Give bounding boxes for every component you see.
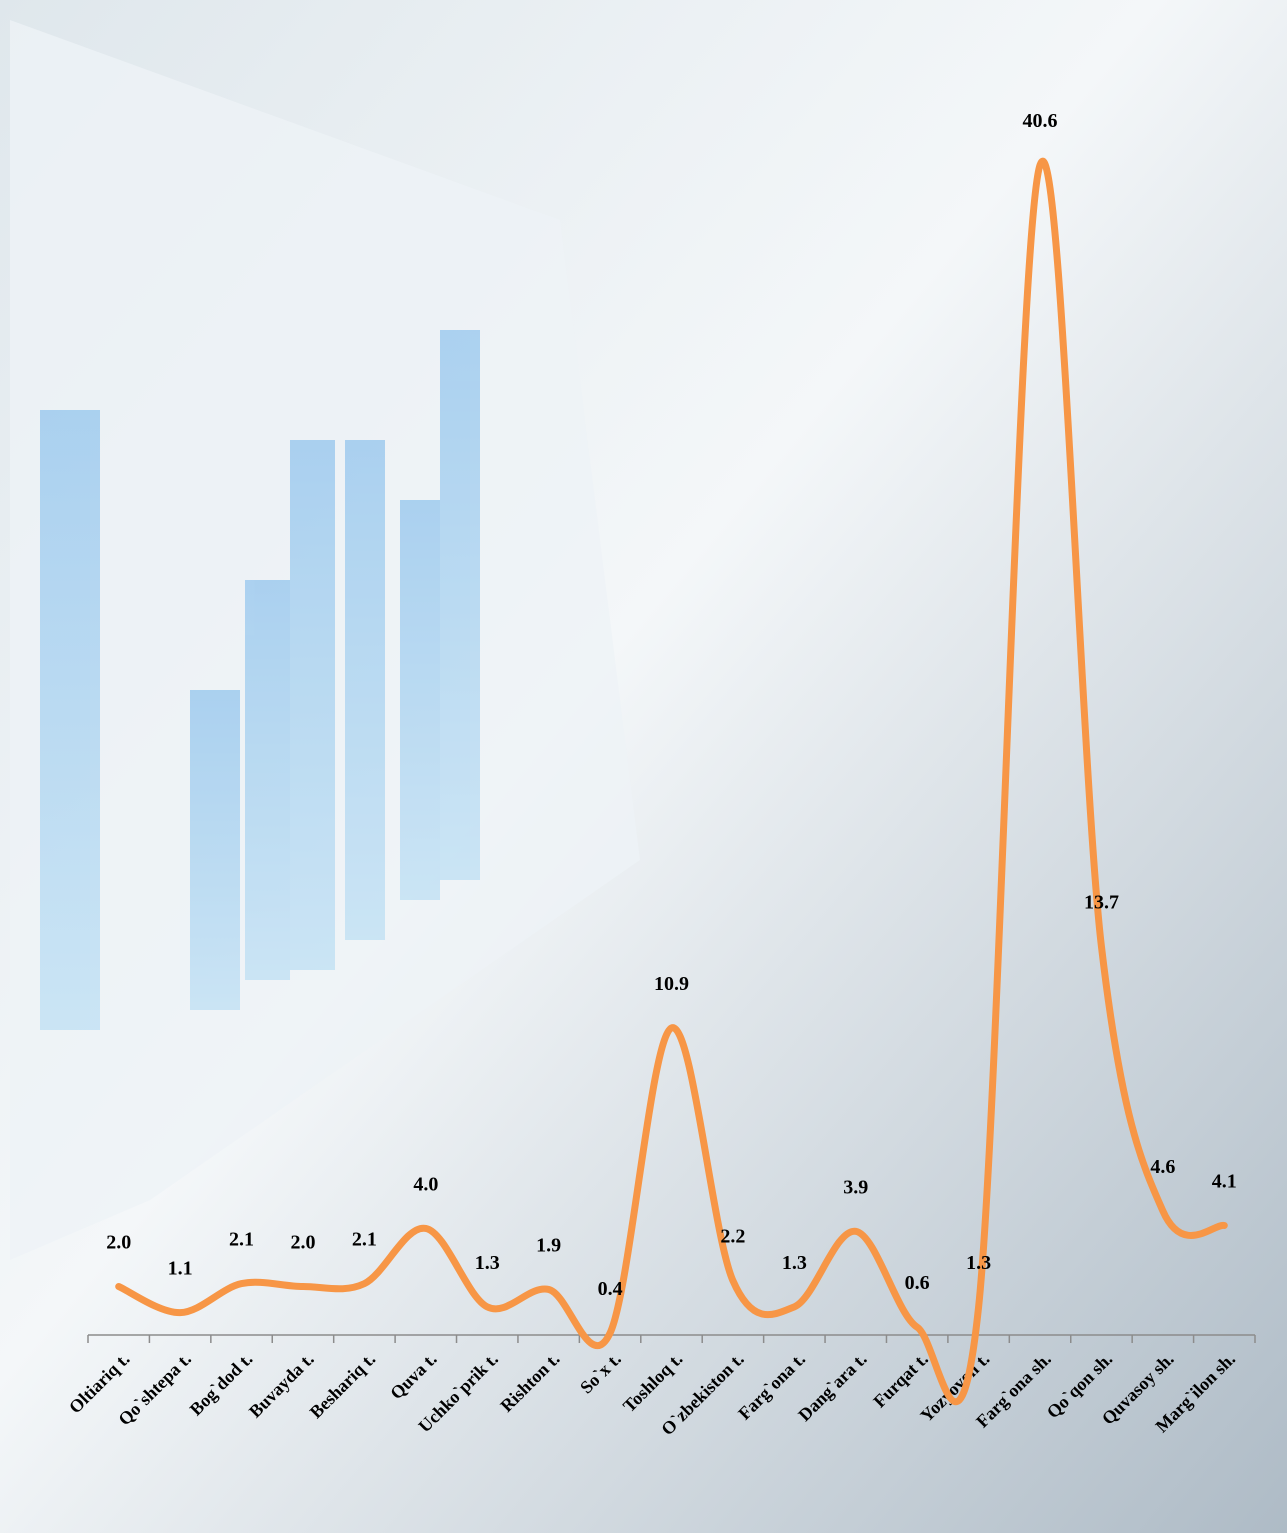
data-label: 3.9 [843, 1176, 868, 1198]
data-label: 2.2 [720, 1226, 745, 1248]
data-label: 1.3 [782, 1252, 807, 1274]
data-label: 1.1 [168, 1258, 193, 1280]
data-label: 1.3 [475, 1252, 500, 1274]
data-label: 2.1 [352, 1229, 377, 1251]
data-label: 2.1 [229, 1229, 254, 1251]
data-line [115, 157, 1228, 1406]
data-label: 2.0 [290, 1232, 315, 1254]
data-label: 0.6 [905, 1272, 930, 1294]
data-label: 10.9 [654, 973, 689, 995]
data-label: 0.4 [598, 1278, 623, 1300]
data-label: 40.6 [1023, 110, 1058, 132]
data-label: 4.1 [1212, 1170, 1237, 1192]
background-bars [40, 330, 480, 1030]
data-label: 2.0 [106, 1232, 131, 1254]
data-label: 13.7 [1084, 892, 1119, 914]
data-label: 4.6 [1150, 1156, 1175, 1178]
data-label: 4.0 [413, 1173, 438, 1195]
data-label: 1.3 [966, 1252, 991, 1274]
data-label: 1.9 [536, 1234, 561, 1256]
